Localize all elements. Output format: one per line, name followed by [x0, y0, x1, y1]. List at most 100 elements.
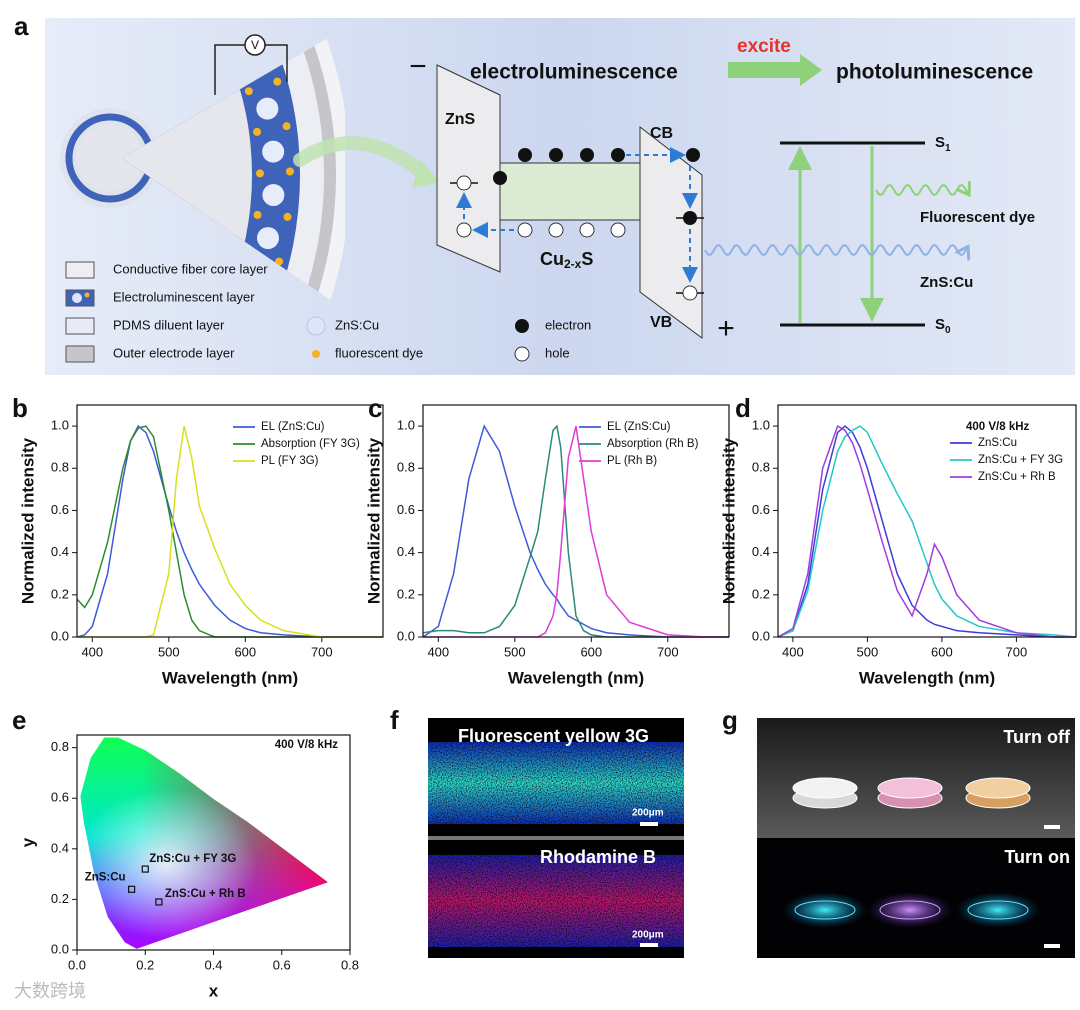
panel-label: f	[390, 705, 399, 735]
legend-icon	[84, 292, 90, 298]
label: Fluorescent dye	[920, 209, 1035, 226]
legend-icon	[306, 316, 326, 336]
plot-frame	[76, 404, 384, 638]
y-axis-label: y	[18, 837, 37, 847]
label: excite	[737, 36, 791, 57]
dye-emission-wave	[875, 185, 968, 195]
noise	[428, 855, 684, 947]
y-tick-label: 0.2	[51, 586, 69, 601]
label: Cu	[540, 249, 564, 269]
hole	[517, 222, 533, 238]
y-tick-label: 1.0	[51, 418, 69, 433]
noise	[428, 742, 684, 824]
y-tick-label: 0.6	[397, 502, 415, 517]
dye-particle	[244, 87, 253, 96]
point-label: ZnS:Cu	[85, 871, 126, 883]
legend-label: Conductive fiber core layer	[113, 261, 268, 276]
series-line	[777, 424, 1076, 638]
hole	[456, 222, 472, 238]
hole	[610, 222, 626, 238]
x-tick-label: 700	[657, 644, 679, 659]
x-tick-label: 400	[427, 644, 449, 659]
dye-particle	[255, 169, 264, 178]
wire	[214, 44, 245, 95]
panel-label: e	[12, 705, 26, 735]
legend-label: ZnS:Cu	[335, 317, 379, 332]
legend-label: Absorption (FY 3G)	[261, 438, 360, 450]
dye-particle	[273, 77, 282, 86]
y-tick-label: 0.4	[51, 544, 69, 559]
hole	[682, 285, 698, 301]
hole	[548, 222, 564, 238]
legend-icon	[312, 350, 320, 358]
x-axis-label: Wavelength (nm)	[162, 668, 298, 687]
hole	[456, 175, 472, 191]
x-axis-label: Wavelength (nm)	[508, 668, 644, 687]
zns-slab	[436, 64, 501, 273]
y-tick-label: 0.8	[51, 460, 69, 475]
voltmeter	[244, 34, 266, 56]
data-point	[155, 898, 163, 906]
y-tick-label: 0.6	[752, 502, 770, 517]
legend-icon	[514, 346, 530, 362]
y-tick-label: 0.4	[51, 840, 69, 855]
series-line	[77, 425, 383, 638]
dye-particle	[285, 167, 294, 176]
y-tick-label: 0.0	[51, 941, 69, 956]
spools-off	[792, 777, 1031, 809]
legend-label: fluorescent dye	[335, 345, 423, 360]
series-line	[422, 424, 729, 638]
y-tick-label: 0.6	[51, 790, 69, 805]
plus-sign: +	[717, 312, 735, 345]
y-tick-label: 0.6	[51, 502, 69, 517]
legend-icon	[65, 345, 95, 363]
transfer-arrows	[456, 147, 698, 283]
legend-icon	[515, 319, 529, 333]
hole	[579, 222, 595, 238]
label: CB	[650, 125, 673, 142]
x-tick-label: 600	[234, 644, 256, 659]
zns-particle	[256, 227, 279, 250]
scale-label: 200μm	[632, 808, 664, 819]
electron	[580, 148, 594, 162]
x-tick-label: 500	[504, 644, 526, 659]
label: Cu2-xS	[540, 249, 593, 271]
label: S1	[935, 134, 951, 154]
divider	[428, 836, 684, 840]
label: VB	[650, 314, 672, 331]
point-label: ZnS:Cu + FY 3G	[149, 853, 236, 865]
image-caption: Fluorescent yellow 3G	[458, 726, 649, 746]
excite-arrow	[728, 54, 822, 86]
scale-bar	[640, 943, 658, 947]
annotation: 400 V/8 kHz	[966, 421, 1030, 433]
legend-label: Outer electrode layer	[113, 345, 235, 360]
x-tick-label: 500	[857, 644, 879, 659]
electron	[493, 171, 507, 185]
label: S	[581, 249, 593, 269]
x-tick-label: 0.2	[136, 957, 154, 972]
scale-label: 200μm	[632, 930, 664, 941]
panel-label: c	[368, 393, 382, 423]
zns-emission-wave	[704, 243, 967, 255]
x-tick-label: 0.0	[68, 957, 86, 972]
legend-label: electron	[545, 317, 591, 332]
carriers	[450, 148, 704, 301]
y-tick-label: 1.0	[752, 418, 770, 433]
electron	[686, 148, 700, 162]
x-tick-label: 700	[1006, 644, 1028, 659]
panel-label: d	[735, 393, 751, 423]
y-tick-label: 0.4	[752, 544, 770, 559]
zns-particle	[262, 140, 285, 163]
electron	[611, 148, 625, 162]
y-tick-label: 0.2	[397, 586, 415, 601]
x-tick-label: 600	[580, 644, 602, 659]
voltmeter-label: V	[251, 38, 259, 52]
data-point	[128, 885, 136, 893]
dye-particle	[282, 122, 291, 131]
legend-label: EL (ZnS:Cu)	[261, 421, 325, 433]
dye-particle	[253, 127, 262, 136]
legend-label: PL (FY 3G)	[261, 455, 319, 467]
legend-icon	[65, 317, 95, 335]
